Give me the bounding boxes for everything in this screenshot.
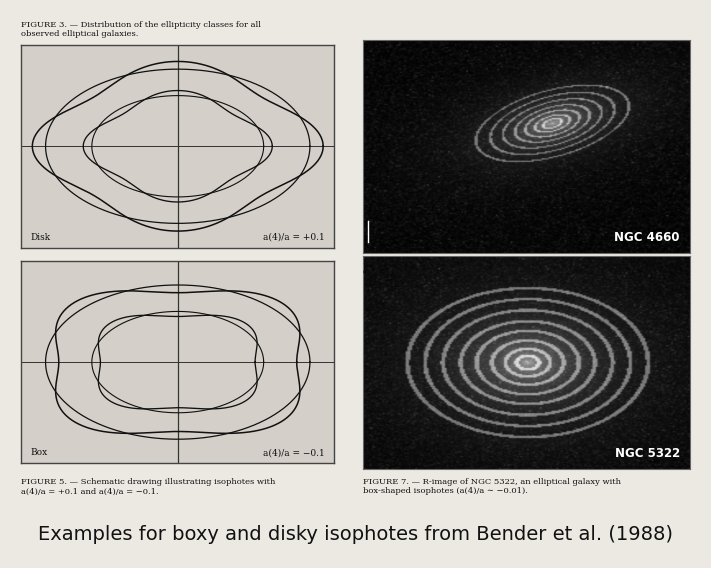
Text: a(4)/a = −0.1: a(4)/a = −0.1 bbox=[263, 448, 325, 457]
Text: Examples for boxy and disky isophotes from Bender et al. (1988): Examples for boxy and disky isophotes fr… bbox=[38, 525, 673, 544]
Text: FIGURE 5. — Schematic drawing illustrating isophotes with
a(4)/a = +0.1 and a(4): FIGURE 5. — Schematic drawing illustrati… bbox=[21, 478, 276, 495]
Text: NGC 4660: NGC 4660 bbox=[614, 231, 680, 244]
Text: Disk: Disk bbox=[31, 232, 51, 241]
Text: a(4)/a = +0.1: a(4)/a = +0.1 bbox=[263, 232, 325, 241]
Text: NGC 5322: NGC 5322 bbox=[614, 447, 680, 460]
Text: FIGURE 3. — Distribution of the ellipticity classes for all
observed elliptical : FIGURE 3. — Distribution of the elliptic… bbox=[21, 21, 262, 38]
Text: FIGURE 7. — R-image of NGC 5322, an elliptical galaxy with
box-shaped isophotes : FIGURE 7. — R-image of NGC 5322, an elli… bbox=[363, 478, 621, 495]
Text: Box: Box bbox=[31, 448, 48, 457]
Text: FIGURE 6. — R-image of NGC 4660, an elliptical galaxy with a
disk-component in t: FIGURE 6. — R-image of NGC 4660, an elli… bbox=[363, 258, 628, 275]
